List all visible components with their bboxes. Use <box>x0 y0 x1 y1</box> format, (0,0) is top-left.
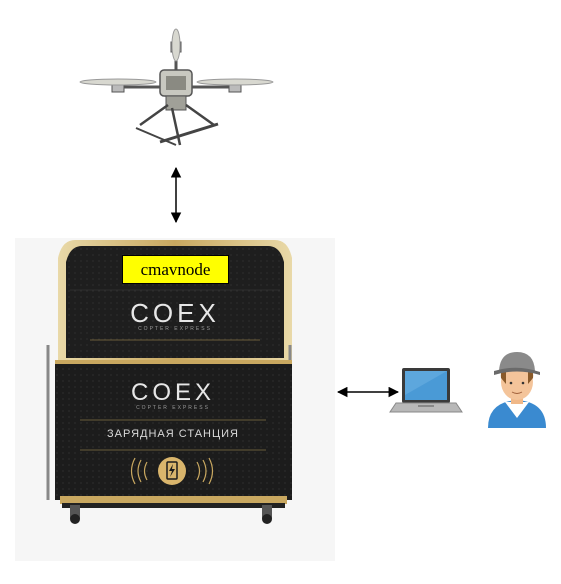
station-dome-brand: COEX <box>65 298 285 329</box>
cmavnode-label: cmavnode <box>122 255 229 284</box>
station-dome-brand-sub: COPTER EXPRESS <box>65 326 285 332</box>
station-caption: ЗАРЯДНАЯ СТАНЦИЯ <box>60 428 286 440</box>
drone-icon <box>80 29 273 145</box>
laptop-icon <box>390 368 462 412</box>
station-front-brand: COEX <box>60 379 286 407</box>
user-icon <box>488 352 546 428</box>
station-front-brand-sub: COPTER EXPRESS <box>60 405 286 411</box>
